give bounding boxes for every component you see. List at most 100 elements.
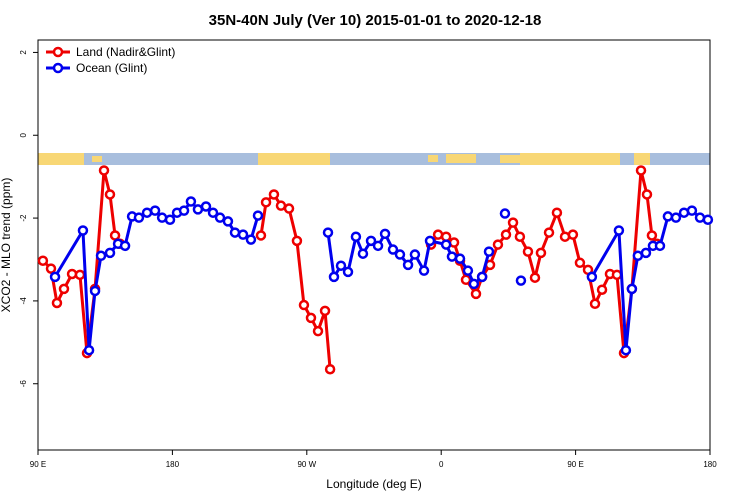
y-tick-label: 2 bbox=[19, 50, 28, 55]
data-point bbox=[476, 271, 488, 283]
data-point bbox=[499, 208, 511, 219]
data-point bbox=[462, 265, 474, 276]
y-tick-label: 0 bbox=[19, 132, 28, 137]
legend-marker bbox=[52, 46, 64, 58]
data-point bbox=[37, 255, 49, 266]
data-point bbox=[104, 189, 116, 200]
data-point bbox=[350, 231, 362, 242]
data-point bbox=[543, 227, 555, 238]
data-point bbox=[77, 225, 89, 236]
data-point bbox=[95, 250, 107, 262]
y-tick-label: -6 bbox=[19, 380, 28, 388]
data-point bbox=[446, 251, 458, 262]
data-point bbox=[133, 212, 145, 223]
data-point bbox=[109, 230, 121, 241]
data-point bbox=[402, 259, 414, 271]
data-point bbox=[192, 204, 204, 215]
data-point bbox=[51, 297, 63, 309]
data-point bbox=[654, 240, 666, 252]
data-point bbox=[662, 211, 674, 222]
data-point bbox=[164, 214, 176, 225]
data-point bbox=[432, 229, 444, 240]
x-tick-label: 90 E bbox=[567, 460, 583, 469]
data-point bbox=[635, 165, 647, 176]
data-point bbox=[260, 197, 272, 208]
data-point bbox=[324, 363, 336, 375]
data-point bbox=[149, 205, 161, 216]
data-point bbox=[89, 285, 101, 297]
land-ocean-strip bbox=[38, 153, 710, 165]
chart-title: 35N-40N July (Ver 10) 2015-01-01 to 2020… bbox=[209, 12, 542, 29]
data-point bbox=[409, 249, 421, 260]
data-point bbox=[207, 207, 219, 218]
data-point bbox=[214, 212, 226, 223]
data-point bbox=[640, 247, 652, 259]
data-point bbox=[702, 214, 714, 225]
legend-marker bbox=[52, 62, 64, 74]
data-point bbox=[440, 239, 452, 250]
data-point bbox=[255, 230, 267, 241]
data-point bbox=[632, 250, 644, 262]
data-point bbox=[529, 272, 541, 283]
data-point bbox=[372, 240, 384, 252]
data-point bbox=[305, 312, 317, 324]
x-tick-label: 90 E bbox=[30, 460, 46, 469]
data-point bbox=[74, 269, 86, 281]
legend-label: Land (Nadir&Glint) bbox=[76, 45, 175, 59]
data-point bbox=[670, 212, 682, 223]
data-point bbox=[58, 283, 70, 295]
data-point bbox=[49, 271, 61, 283]
data-point bbox=[483, 246, 495, 257]
data-point bbox=[45, 263, 57, 274]
data-point bbox=[686, 205, 698, 216]
data-point bbox=[567, 229, 579, 240]
data-point bbox=[460, 274, 472, 286]
data-point bbox=[514, 231, 526, 242]
data-point bbox=[291, 235, 303, 247]
data-point bbox=[641, 189, 653, 200]
data-point bbox=[468, 278, 480, 290]
data-point bbox=[596, 284, 608, 295]
data-point bbox=[335, 260, 347, 271]
data-point bbox=[342, 266, 354, 278]
data-point bbox=[237, 229, 249, 240]
data-point bbox=[268, 189, 280, 200]
data-point bbox=[611, 269, 623, 281]
data-point bbox=[574, 257, 586, 269]
data-point bbox=[394, 249, 406, 260]
data-point bbox=[312, 325, 324, 337]
x-axis-label: Longitude (deg E) bbox=[326, 477, 421, 491]
data-point bbox=[328, 271, 340, 283]
y-tick-label: -2 bbox=[19, 214, 28, 222]
x-tick-label: 180 bbox=[703, 460, 717, 469]
y-axis-label: XCO2 - MLO trend (ppm) bbox=[0, 178, 13, 313]
data-point bbox=[646, 230, 658, 241]
data-point bbox=[322, 227, 334, 238]
data-point bbox=[178, 205, 190, 216]
plot-frame bbox=[37, 39, 711, 451]
data-point bbox=[245, 234, 257, 245]
data-point bbox=[319, 305, 331, 317]
data-point bbox=[515, 275, 527, 286]
data-point bbox=[586, 271, 598, 283]
data-point bbox=[222, 216, 234, 227]
data-point bbox=[379, 228, 391, 240]
data-point bbox=[470, 288, 482, 300]
data-point bbox=[522, 246, 534, 257]
data-point bbox=[141, 207, 153, 218]
data-point bbox=[507, 217, 519, 228]
data-point bbox=[185, 196, 197, 207]
data-point bbox=[98, 165, 110, 176]
data-point bbox=[252, 210, 264, 221]
data-point bbox=[551, 207, 563, 218]
data-point bbox=[500, 229, 512, 240]
data-point bbox=[283, 203, 295, 214]
data-point bbox=[119, 240, 131, 252]
data-point bbox=[229, 227, 241, 238]
data-point bbox=[298, 299, 310, 311]
data-point bbox=[626, 283, 638, 295]
data-point bbox=[535, 247, 547, 259]
data-point bbox=[365, 235, 377, 247]
data-point bbox=[620, 344, 632, 356]
